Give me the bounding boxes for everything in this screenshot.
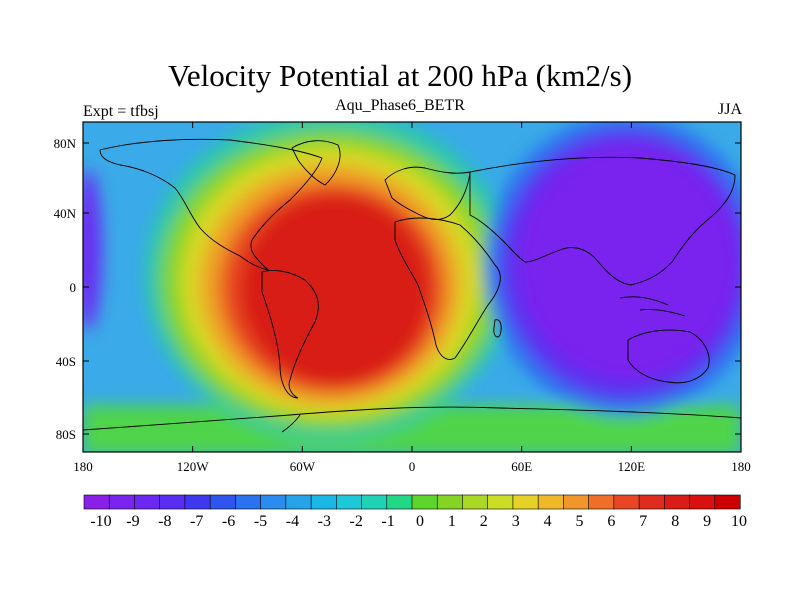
colorbar-label: -5 [254, 513, 267, 530]
x-tick-label: 60W [290, 459, 316, 474]
colorbar-label: 3 [512, 513, 520, 530]
colorbar-swatch [537, 494, 564, 510]
axis-ticks: 180 120W 60W 0 60E 120E 180 80N 40N 0 40S 80S [54, 122, 751, 474]
chart-title: Velocity Potential at 200 hPa (km2/s) [167, 58, 633, 93]
x-tick-label: 180 [73, 459, 93, 474]
x-tick-label: 120E [618, 459, 646, 474]
colorbar-label: -2 [350, 513, 363, 530]
x-tick-label: 180 [731, 459, 751, 474]
colorbar-swatch [310, 494, 337, 510]
colorbar-swatch [184, 494, 211, 510]
x-tick-label: 120W [177, 459, 210, 474]
colorbar-swatch [361, 494, 388, 510]
colorbar-label: -1 [381, 513, 394, 530]
coastlines [83, 138, 741, 433]
y-tick-label: 0 [70, 280, 77, 295]
colorbar-swatch [108, 494, 136, 510]
colorbar-swatch [462, 494, 489, 510]
colorbar-label: 7 [639, 513, 647, 530]
colorbar-label: 2 [480, 513, 488, 530]
y-tick-label: 80S [56, 427, 76, 442]
colorbar-label: -3 [318, 513, 331, 530]
colorbar-swatch [260, 494, 287, 510]
velocity-potential-field [83, 122, 741, 452]
colorbar-swatch [714, 494, 741, 510]
colorbar-swatch [386, 494, 413, 510]
colorbar-label: 5 [576, 513, 584, 530]
colorbar-swatch [563, 494, 590, 510]
colorbar-swatch [159, 494, 186, 510]
colorbar-label: -9 [126, 513, 139, 530]
colorbar-swatch [285, 494, 312, 510]
colorbar-label: 4 [544, 513, 552, 530]
colorbar-label: 10 [731, 513, 747, 530]
colorbar-swatch [588, 494, 615, 510]
colorbar-swatch [689, 494, 716, 510]
colorbar-swatch [134, 494, 161, 510]
colorbar-label: -8 [158, 513, 171, 530]
colorbar-label: 9 [703, 513, 711, 530]
colorbar: -10 -9 -8 -7 -6 -5 -4 -3 -2 -1 0 1 2 3 4 5 6 7 8 9 10 [83, 494, 747, 530]
colorbar-swatch [487, 494, 514, 510]
colorbar-label: -10 [90, 513, 111, 530]
colorbar-label: -4 [286, 513, 299, 530]
colorbar-swatch [613, 494, 640, 510]
colorbar-label: 1 [448, 513, 456, 530]
colorbar-swatch [209, 494, 236, 510]
experiment-label: Expt = tfbsj [83, 103, 159, 120]
colorbar-swatch [638, 494, 665, 510]
colorbar-swatch [411, 494, 438, 510]
y-tick-label: 40N [54, 206, 77, 221]
colorbar-swatch [436, 494, 464, 510]
y-tick-label: 40S [56, 354, 76, 369]
season-label: JJA [717, 101, 742, 118]
colorbar-label: -6 [222, 513, 235, 530]
colorbar-swatch [512, 494, 539, 510]
colorbar-swatch [83, 494, 110, 510]
colorbar-label: 0 [416, 513, 424, 530]
colorbar-label: -7 [190, 513, 203, 530]
colorbar-swatch [664, 494, 691, 510]
colorbar-swatch [336, 494, 363, 510]
x-tick-label: 0 [409, 459, 416, 474]
y-tick-label: 80N [54, 136, 77, 151]
colorbar-swatch [235, 494, 262, 510]
case-label: Aqu_Phase6_BETR [335, 97, 465, 114]
colorbar-label: 6 [607, 513, 615, 530]
colorbar-label: 8 [671, 513, 679, 530]
x-tick-label: 60E [511, 459, 532, 474]
